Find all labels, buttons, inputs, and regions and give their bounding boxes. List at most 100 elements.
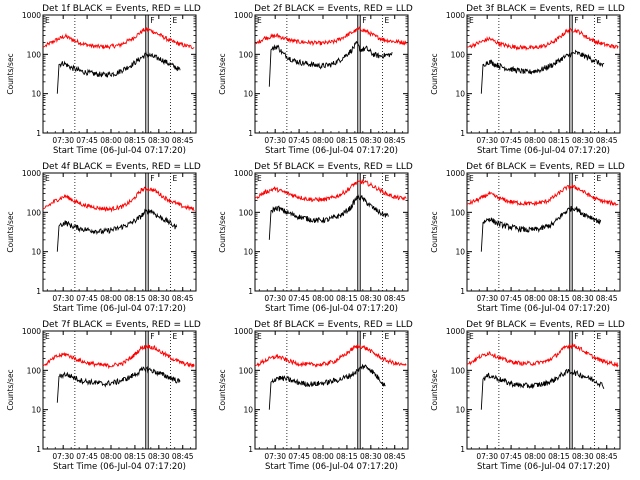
x-axis-label: Start Time (06-Jul-04 07:17:20) (53, 462, 186, 472)
x-axis-label: Start Time (06-Jul-04 07:17:20) (265, 462, 398, 472)
red-lld-series (254, 178, 407, 203)
x-tick-label: 08:00 (100, 452, 122, 461)
x-tick-label: 07:45 (288, 294, 310, 303)
y-tick-label: 100 (239, 208, 254, 217)
y-axis-label: Counts/sec (430, 369, 439, 410)
panel-title: Det 3f BLACK = Events, RED = LLD (466, 4, 625, 14)
interval-marker-label: F (150, 174, 154, 183)
x-axis-label: Start Time (06-Jul-04 07:17:20) (477, 146, 610, 156)
black-events-series (480, 368, 605, 410)
x-tick-label: 08:45 (172, 294, 194, 303)
x-tick-label: 07:30 (476, 136, 498, 145)
interval-marker-label: E (257, 16, 262, 25)
y-axis-label: Counts/sec (218, 369, 227, 410)
plot-frame (42, 330, 197, 450)
red-lld-series (42, 344, 195, 370)
interval-marker-label: F (574, 332, 578, 341)
panel-title: Det 8f BLACK = Events, RED = LLD (254, 320, 413, 330)
y-tick-label: 1000 (234, 11, 253, 20)
red-lld-series (42, 186, 195, 213)
y-axis-label: Counts/sec (6, 369, 15, 410)
y-tick-label: 10 (455, 248, 465, 257)
black-events-series (268, 40, 393, 87)
interval-marker-label: F (362, 332, 366, 341)
panel-title: Det 4f BLACK = Events, RED = LLD (42, 162, 201, 172)
interval-marker-label: E (173, 16, 178, 25)
y-tick-label: 10 (243, 90, 253, 99)
y-axis-label: Counts/sec (218, 211, 227, 252)
y-tick-label: 10 (243, 406, 253, 415)
interval-marker-label: F (362, 16, 366, 25)
x-tick-label: 07:45 (500, 294, 522, 303)
x-tick-label: 08:15 (336, 136, 358, 145)
interval-marker-label: F (574, 16, 578, 25)
x-axis-label: Start Time (06-Jul-04 07:17:20) (477, 462, 610, 472)
plot-frame (254, 172, 409, 292)
red-lld-series (254, 343, 407, 368)
y-tick-label: 10 (243, 248, 253, 257)
y-tick-label: 100 (451, 50, 466, 59)
panel-title: Det 6f BLACK = Events, RED = LLD (466, 162, 625, 172)
y-tick-label: 1000 (22, 327, 41, 336)
y-tick-label: 1000 (446, 327, 465, 336)
x-tick-label: 08:30 (572, 136, 594, 145)
y-tick-label: 100 (451, 208, 466, 217)
x-tick-label: 08:15 (548, 294, 570, 303)
x-axis-label: Start Time (06-Jul-04 07:17:20) (265, 146, 398, 156)
interval-marker-label: F (574, 174, 578, 183)
x-tick-label: 07:45 (76, 452, 98, 461)
y-tick-label: 100 (27, 208, 42, 217)
plot-frame (466, 14, 621, 134)
interval-marker-label: E (385, 174, 390, 183)
x-tick-label: 08:00 (524, 136, 546, 145)
interval-marker-label: E (597, 174, 602, 183)
x-tick-label: 08:15 (124, 294, 146, 303)
black-events-series (268, 363, 386, 410)
panel-title: Det 2f BLACK = Events, RED = LLD (254, 4, 413, 14)
x-tick-label: 08:30 (148, 136, 170, 145)
y-tick-label: 1000 (234, 327, 253, 336)
y-tick-label: 1 (248, 129, 253, 138)
red-lld-series (254, 26, 407, 47)
x-tick-label: 08:00 (100, 136, 122, 145)
x-tick-label: 08:30 (572, 294, 594, 303)
y-axis-label: Counts/sec (6, 211, 15, 252)
interval-marker-label: E (469, 174, 474, 183)
plot-frame (466, 172, 621, 292)
x-tick-label: 07:45 (76, 136, 98, 145)
y-axis-label: Counts/sec (430, 53, 439, 94)
x-tick-label: 08:00 (312, 294, 334, 303)
x-tick-label: 08:45 (596, 294, 618, 303)
x-tick-label: 08:00 (312, 136, 334, 145)
y-tick-label: 100 (239, 50, 254, 59)
y-tick-label: 100 (27, 50, 42, 59)
panel-title: Det 5f BLACK = Events, RED = LLD (254, 162, 413, 172)
x-tick-label: 08:15 (548, 136, 570, 145)
red-lld-series (42, 26, 195, 50)
x-tick-label: 08:45 (172, 136, 194, 145)
y-tick-label: 1 (248, 445, 253, 454)
y-tick-label: 1 (248, 287, 253, 296)
x-tick-label: 08:45 (384, 136, 406, 145)
x-tick-label: 07:30 (52, 294, 74, 303)
y-axis-label: Counts/sec (430, 211, 439, 252)
interval-marker-label: E (257, 174, 262, 183)
y-tick-label: 1 (36, 287, 41, 296)
interval-marker-label: E (597, 16, 602, 25)
x-tick-label: 08:30 (148, 294, 170, 303)
plot-frame (42, 172, 197, 292)
x-tick-label: 07:45 (76, 294, 98, 303)
y-tick-label: 100 (27, 366, 42, 375)
x-tick-label: 07:45 (500, 452, 522, 461)
y-tick-label: 10 (455, 90, 465, 99)
black-events-series (56, 51, 181, 94)
x-tick-label: 08:45 (172, 452, 194, 461)
black-events-series (56, 208, 178, 252)
y-tick-label: 1 (460, 129, 465, 138)
x-tick-label: 07:30 (264, 452, 286, 461)
y-tick-label: 1 (460, 287, 465, 296)
x-tick-label: 07:45 (288, 136, 310, 145)
y-tick-label: 100 (451, 366, 466, 375)
x-axis-label: Start Time (06-Jul-04 07:17:20) (53, 146, 186, 156)
